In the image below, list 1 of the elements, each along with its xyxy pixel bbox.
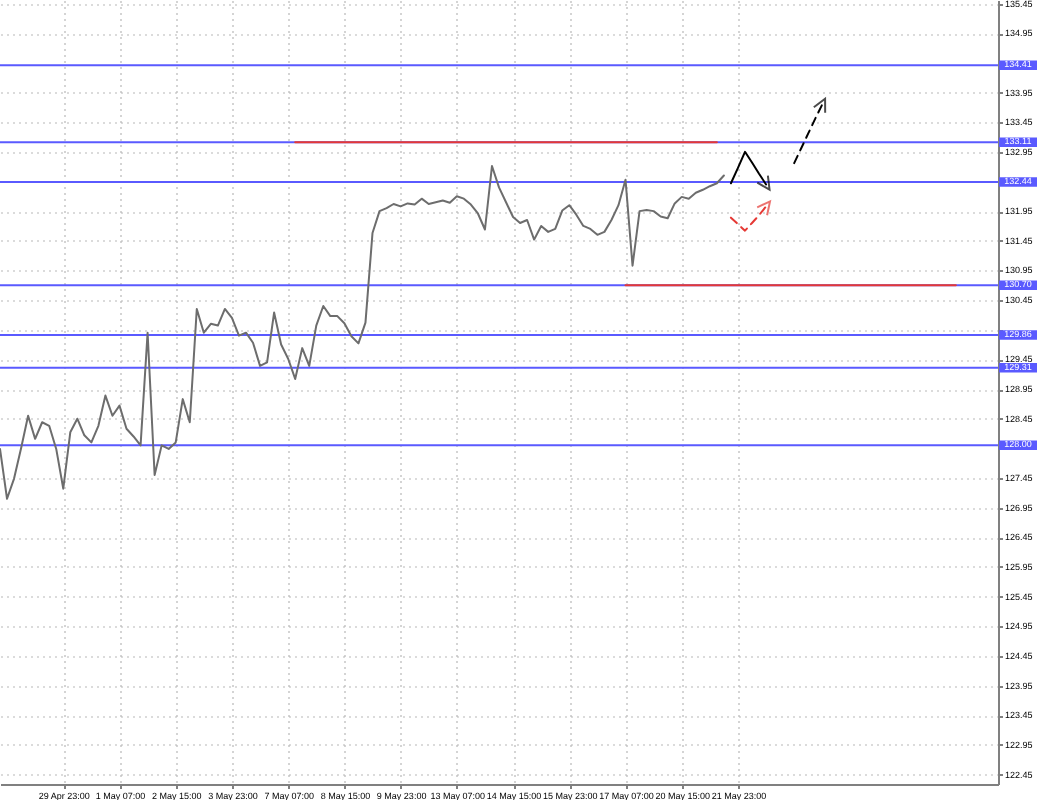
line-series xyxy=(0,165,725,500)
